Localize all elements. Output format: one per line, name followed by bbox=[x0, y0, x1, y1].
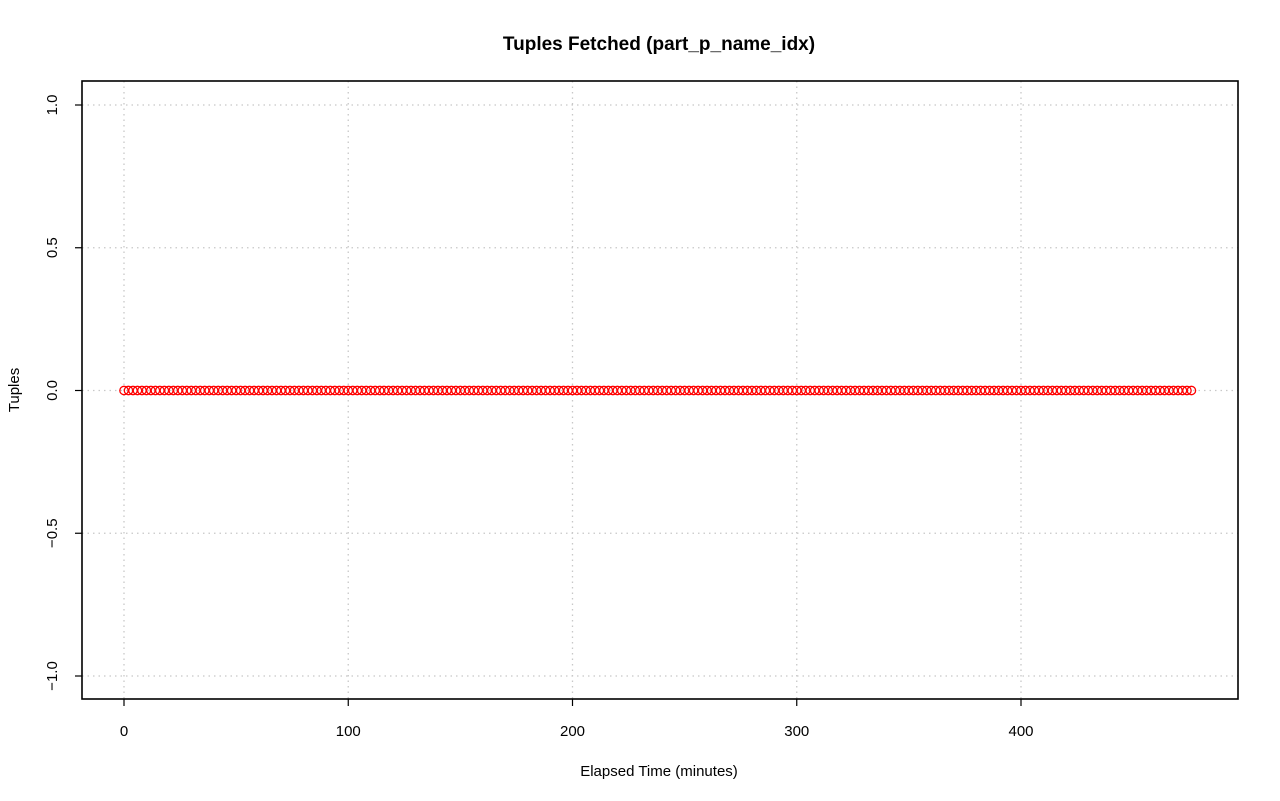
y-axis-label: Tuples bbox=[6, 368, 23, 412]
y-tick-label: 0.5 bbox=[44, 237, 61, 258]
x-axis: 0 100 200 300 400 bbox=[120, 699, 1034, 740]
y-tick-label: −1.0 bbox=[44, 661, 61, 691]
y-tick-label: 1.0 bbox=[44, 95, 61, 116]
y-tick-label: 0.0 bbox=[44, 380, 61, 401]
x-tick-label: 300 bbox=[784, 723, 809, 740]
x-axis-label: Elapsed Time (minutes) bbox=[580, 763, 738, 780]
chart-title: Tuples Fetched (part_p_name_idx) bbox=[503, 34, 815, 55]
x-tick-label: 200 bbox=[560, 723, 585, 740]
grid bbox=[82, 81, 1238, 699]
data-point bbox=[1182, 385, 1192, 396]
x-tick-label: 100 bbox=[336, 723, 361, 740]
x-tick-label: 0 bbox=[120, 723, 128, 740]
data-point bbox=[1186, 385, 1197, 396]
data-series bbox=[119, 385, 1197, 396]
y-axis: −1.0 −0.5 0.0 0.5 1.0 bbox=[44, 95, 82, 691]
x-tick-label: 400 bbox=[1008, 723, 1033, 740]
y-tick-label: −0.5 bbox=[44, 518, 61, 548]
